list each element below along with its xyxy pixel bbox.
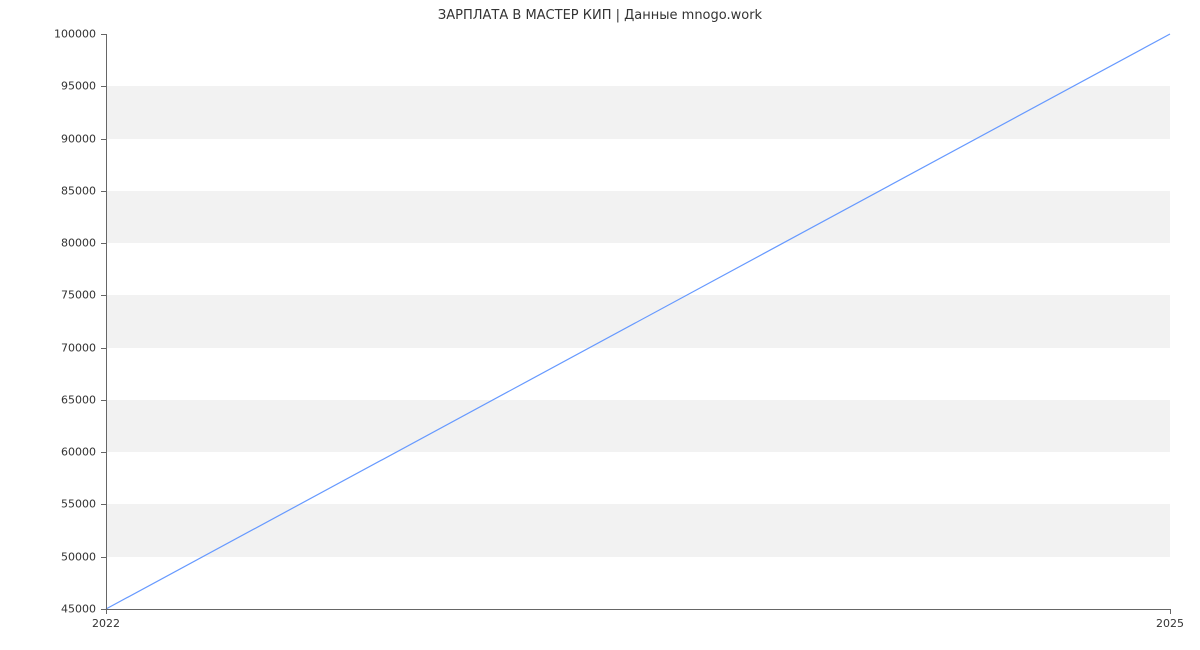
y-tick	[101, 452, 106, 453]
y-tick-label: 95000	[0, 80, 96, 93]
y-tick-label: 90000	[0, 132, 96, 145]
y-tick-label: 55000	[0, 498, 96, 511]
y-tick-label: 85000	[0, 184, 96, 197]
y-tick	[101, 34, 106, 35]
chart-title: ЗАРПЛАТА В МАСТЕР КИП | Данные mnogo.wor…	[0, 8, 1200, 23]
y-tick-label: 50000	[0, 550, 96, 563]
x-tick	[1170, 609, 1171, 614]
x-axis	[106, 609, 1170, 610]
y-tick-label: 70000	[0, 341, 96, 354]
y-tick	[101, 243, 106, 244]
plot-area	[106, 34, 1170, 609]
y-tick-label: 80000	[0, 237, 96, 250]
y-tick	[101, 400, 106, 401]
y-tick-label: 65000	[0, 393, 96, 406]
y-tick-label: 60000	[0, 446, 96, 459]
y-tick	[101, 86, 106, 87]
y-tick	[101, 504, 106, 505]
y-tick-label: 45000	[0, 603, 96, 616]
y-tick	[101, 295, 106, 296]
series-salary	[106, 34, 1170, 609]
salary-line-chart: ЗАРПЛАТА В МАСТЕР КИП | Данные mnogo.wor…	[0, 0, 1200, 650]
y-tick	[101, 139, 106, 140]
y-tick-label: 100000	[0, 28, 96, 41]
y-tick-label: 75000	[0, 289, 96, 302]
x-tick	[106, 609, 107, 614]
y-axis	[106, 34, 107, 609]
y-tick	[101, 191, 106, 192]
y-tick	[101, 348, 106, 349]
x-tick-label: 2025	[1156, 617, 1184, 630]
line-layer	[106, 34, 1170, 609]
y-tick	[101, 557, 106, 558]
x-tick-label: 2022	[92, 617, 120, 630]
